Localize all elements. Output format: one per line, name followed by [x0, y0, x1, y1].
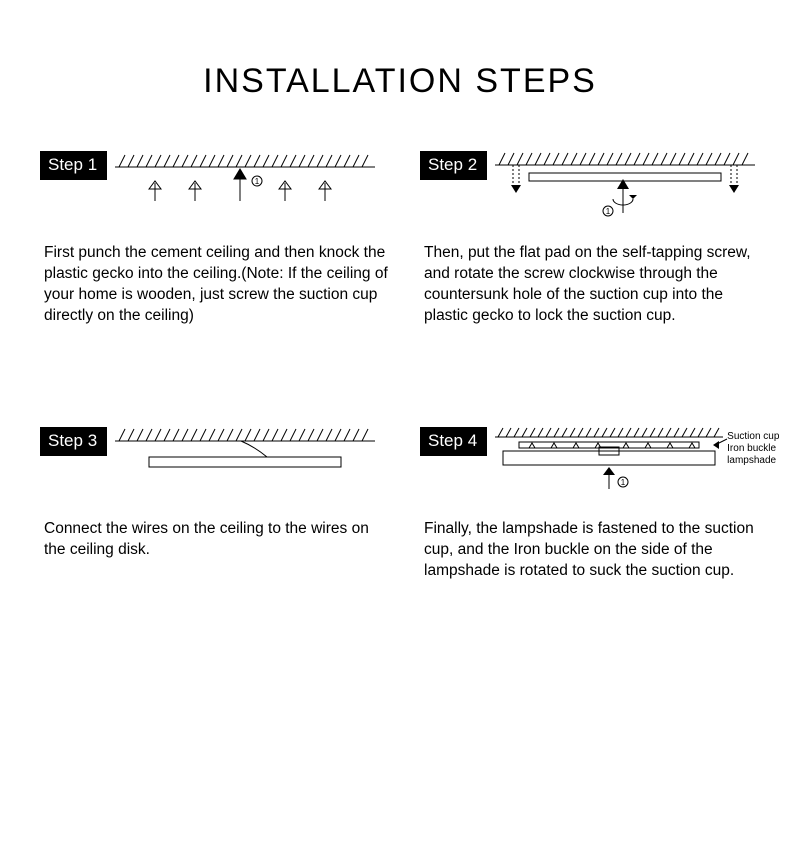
annot-lampshade: lampshade — [727, 455, 776, 466]
step-description: Finally, the lampshade is fastened to th… — [420, 519, 770, 582]
step-1: Step 1 — [40, 151, 400, 327]
step-2: Step 2 — [420, 151, 780, 327]
svg-text:1: 1 — [621, 478, 626, 487]
step-3-diagram — [115, 427, 400, 497]
step-description: First punch the cement ceiling and then … — [40, 243, 390, 327]
step-2-diagram: 1 — [495, 151, 780, 221]
step-badge: Step 2 — [420, 151, 487, 180]
step-1-diagram: 1 — [115, 151, 400, 221]
step-badge: Step 4 — [420, 427, 487, 456]
step-badge: Step 3 — [40, 427, 107, 456]
annot-iron-buckle: Iron buckle — [727, 443, 776, 454]
step-badge: Step 1 — [40, 151, 107, 180]
step-description: Connect the wires on the ceiling to the … — [40, 519, 390, 561]
step-description: Then, put the flat pad on the self-tappi… — [420, 243, 770, 327]
steps-grid: Step 1 — [0, 101, 800, 581]
step-3: Step 3 Connect the wires on the ceiling … — [40, 427, 400, 582]
step-4: Step 4 — [420, 427, 780, 582]
page-title: INSTALLATION STEPS — [0, 62, 800, 101]
svg-text:1: 1 — [255, 177, 260, 186]
svg-text:1: 1 — [606, 207, 611, 216]
annot-suction-cup: Suction cup — [727, 431, 779, 442]
step-4-diagram: 1 Suction cup Iron buckle lampshade — [495, 427, 795, 497]
